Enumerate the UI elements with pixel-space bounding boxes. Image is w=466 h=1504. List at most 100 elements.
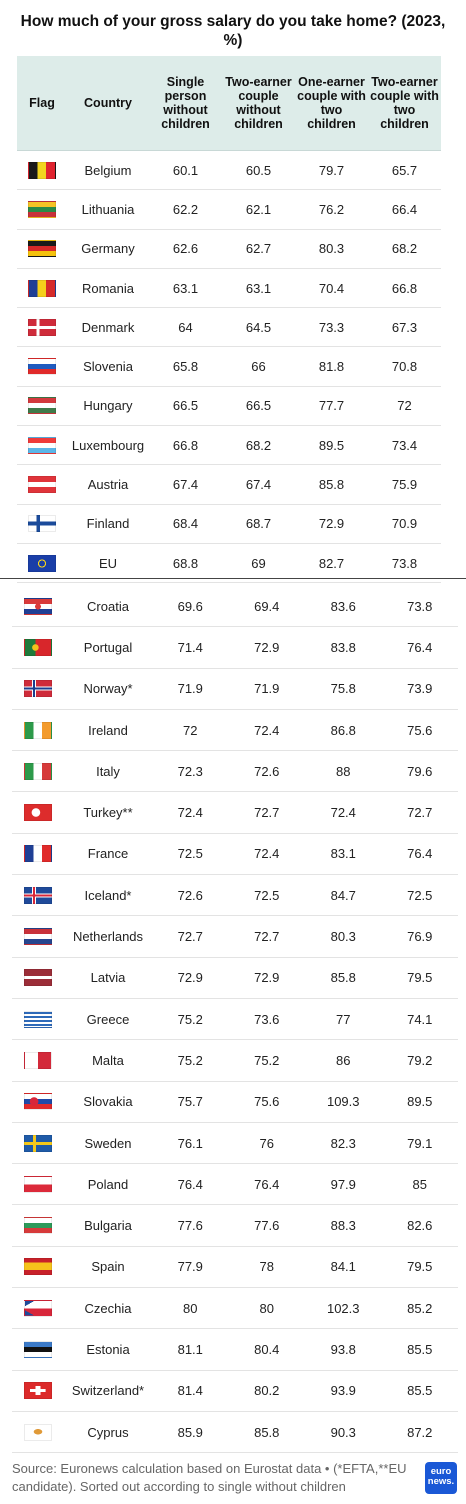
value-cell: 74.1 [407, 1011, 433, 1027]
value-cell: 79.6 [407, 763, 433, 779]
value-cell: 72.7 [407, 805, 433, 821]
country-name: Netherlands [72, 929, 144, 945]
country-name: Belgium [84, 162, 132, 178]
table-row: Estonia 81.1 80.4 93.8 85.5 [12, 1329, 458, 1371]
table-row: Latvia 72.9 72.9 85.8 79.5 [12, 957, 458, 999]
country-name: Slovakia [83, 1094, 133, 1110]
value-cell: 70.8 [391, 359, 418, 375]
country-name: Czechia [84, 1300, 132, 1316]
flag-icon [24, 1217, 52, 1235]
value-cell: 67.3 [391, 319, 418, 335]
value-cell: 69.6 [177, 598, 203, 614]
flag-icon [24, 1010, 52, 1028]
value-cell: 68.2 [391, 241, 418, 257]
table-row: France 72.5 72.4 83.1 76.4 [12, 833, 458, 876]
value-cell: 75.2 [177, 1011, 203, 1027]
table-row: Spain 77.9 78 84.1 79.5 [12, 1246, 458, 1289]
flag-cell [12, 762, 64, 780]
table-body-top: Belgium 60.1 60.5 79.7 65.7 Lithuania 62.2 62.1… [17, 151, 441, 584]
value-cell: 86 [336, 1052, 351, 1068]
value-cell: 71.4 [177, 639, 203, 655]
value-cell: 76.4 [407, 846, 433, 862]
table-row: Luxembourg 66.8 68.2 89.5 73.4 [17, 426, 441, 466]
value-cell: 83.8 [330, 639, 356, 655]
country-name: Spain [91, 1259, 125, 1275]
flag-cell [12, 1340, 64, 1358]
flag-icon [24, 928, 52, 946]
flag-cell [17, 397, 67, 415]
flag-icon [24, 721, 52, 739]
value-cell: 72.5 [407, 887, 433, 903]
value-cell: 68.2 [245, 437, 272, 453]
value-cell: 76.4 [407, 639, 433, 655]
flag-cell [12, 1134, 64, 1152]
flag-icon [24, 804, 52, 822]
flag-icon [24, 1093, 52, 1111]
value-cell: 87.2 [407, 1424, 433, 1440]
value-cell: 76.2 [318, 201, 345, 217]
country-name: Germany [81, 241, 135, 257]
value-cell: 85 [412, 1176, 427, 1192]
source-note: Source: Euronews calculation based on Eu… [12, 1461, 407, 1494]
flag-icon [28, 279, 56, 297]
value-cell: 79.5 [407, 1259, 433, 1275]
value-cell: 85.2 [407, 1300, 433, 1316]
table-row: Germany 62.6 62.7 80.3 68.2 [17, 229, 441, 269]
country-name: EU [98, 555, 118, 571]
value-cell: 68.7 [245, 516, 272, 532]
value-cell: 75.6 [407, 722, 433, 738]
flag-icon [28, 515, 56, 533]
value-cell: 77.9 [177, 1259, 203, 1275]
flag-cell [12, 1051, 64, 1069]
value-cell: 64 [178, 319, 193, 335]
value-cell: 77 [336, 1011, 351, 1027]
value-cell: 72 [397, 398, 412, 414]
table-row: Greece 75.2 73.6 77 74.1 [12, 998, 458, 1041]
value-cell: 77.7 [318, 398, 345, 414]
country-name: Hungary [83, 398, 133, 414]
flag-cell [12, 680, 64, 698]
value-cell: 75.9 [391, 477, 418, 493]
value-cell: 65.7 [391, 162, 418, 178]
flag-icon [28, 318, 56, 336]
flag-cell [17, 515, 67, 533]
flag-icon [24, 969, 52, 987]
flag-icon [28, 397, 56, 415]
country-name: Poland [87, 1176, 129, 1192]
flag-cell [17, 436, 67, 454]
value-cell: 66.5 [172, 398, 199, 414]
table-row: Ireland 72 72.4 86.8 75.6 [12, 709, 458, 752]
flag-cell [12, 1382, 64, 1400]
flag-cell [17, 358, 67, 376]
flag-icon [28, 436, 56, 454]
value-cell: 85.5 [407, 1341, 433, 1357]
flag-cell [12, 721, 64, 739]
value-cell: 76.4 [177, 1176, 203, 1192]
flag-cell [12, 886, 64, 904]
flag-icon [24, 638, 52, 656]
flag-cell [12, 1258, 64, 1276]
value-cell: 77.6 [254, 1218, 280, 1234]
country-name: Switzerland* [71, 1383, 145, 1399]
euronews-logo: euro news. [425, 1462, 457, 1494]
value-cell: 89.5 [318, 437, 345, 453]
value-cell: 76.9 [407, 929, 433, 945]
value-cell: 72.7 [254, 805, 280, 821]
flag-icon [24, 597, 52, 615]
value-cell: 73.6 [254, 1011, 280, 1027]
value-cell: 72.6 [254, 763, 280, 779]
value-cell: 82.3 [330, 1135, 356, 1151]
page-title: How much of your gross salary do you tak… [20, 13, 446, 49]
flag-icon [24, 680, 52, 698]
value-cell: 85.9 [177, 1424, 203, 1440]
country-name: Cyprus [87, 1424, 129, 1440]
value-cell: 77.6 [177, 1218, 203, 1234]
value-cell: 80 [183, 1300, 198, 1316]
flag-icon [28, 240, 56, 258]
value-cell: 81.4 [177, 1383, 203, 1399]
value-cell: 66.4 [391, 201, 418, 217]
flag-icon [28, 476, 56, 494]
flag-cell [17, 554, 67, 572]
flag-icon [24, 1134, 52, 1152]
value-cell: 84.1 [330, 1259, 356, 1275]
